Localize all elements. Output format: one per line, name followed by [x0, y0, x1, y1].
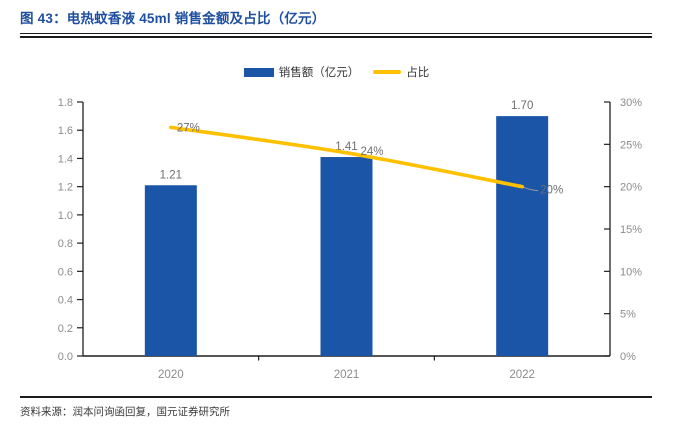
left-axis-tick-label: 1.2: [58, 182, 73, 194]
right-axis-tick-label: 25%: [620, 139, 642, 151]
left-axis-tick-label: 1.4: [58, 153, 73, 165]
left-axis-tick-label: 0.8: [58, 238, 73, 250]
legend-item-ratio: 占比: [373, 64, 429, 80]
right-axis-tick-label: 15%: [620, 224, 642, 236]
left-axis-tick-label: 0.2: [58, 323, 73, 335]
figure-title: 图 43：电热蚊香液 45ml 销售金额及占比（亿元）: [20, 11, 326, 26]
line-point-label: 27%: [177, 122, 200, 134]
bar-value-label: 1.21: [160, 169, 182, 181]
line-swatch-icon: [373, 70, 402, 74]
line-point-label: 24%: [361, 146, 384, 158]
left-axis-tick-label: 1.0: [58, 210, 73, 222]
right-axis-tick-label: 10%: [620, 266, 642, 278]
left-axis-tick-label: 0.4: [58, 295, 73, 307]
right-axis-tick-label: 0%: [620, 351, 636, 363]
left-axis-tick-label: 0.6: [58, 266, 73, 278]
bar-2020: [144, 185, 197, 356]
left-axis-tick-label: 1.8: [58, 97, 73, 109]
x-axis-category-label: 2021: [334, 369, 360, 381]
source-divider: [20, 396, 652, 398]
line-point-label: 20%: [540, 185, 563, 197]
x-axis-category-label: 2020: [158, 369, 184, 381]
right-axis-tick-label: 20%: [620, 182, 642, 194]
title-divider: [20, 33, 652, 38]
bar-value-label: 1.41: [335, 141, 357, 153]
right-axis-tick-label: 30%: [620, 97, 642, 109]
bar-swatch-icon: [243, 67, 274, 77]
bar-value-label: 1.70: [511, 100, 533, 112]
legend-item-sales: 销售额（亿元）: [243, 64, 360, 80]
bar-2022: [496, 116, 549, 356]
left-axis-tick-label: 0.0: [58, 351, 73, 363]
left-axis-tick-label: 1.6: [58, 125, 73, 137]
chart-legend: 销售额（亿元） 占比: [0, 63, 673, 81]
right-axis-tick-label: 5%: [620, 309, 636, 321]
legend-label-sales: 销售额（亿元）: [278, 67, 360, 79]
ratio-line: [169, 125, 524, 189]
bar-2021: [320, 157, 373, 356]
source-note: 资料来源：润本问询函回复，国元证券研究所: [20, 407, 230, 418]
legend-label-ratio: 占比: [406, 67, 430, 79]
x-axis-category-label: 2022: [509, 369, 535, 381]
